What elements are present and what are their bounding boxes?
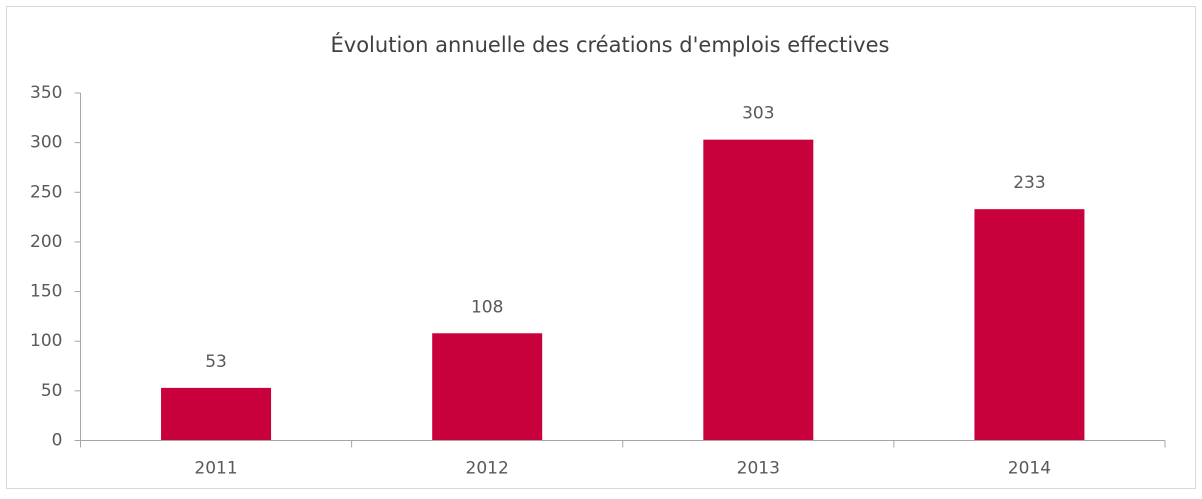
y-tick-label: 150 [30, 282, 62, 302]
y-tick-label: 250 [30, 182, 62, 202]
x-tick-label: 2013 [737, 459, 780, 479]
data-label: 233 [1013, 173, 1045, 193]
y-tick-label: 50 [41, 381, 63, 401]
data-label: 108 [471, 297, 503, 317]
bar [161, 387, 272, 441]
y-tick-label: 0 [52, 431, 63, 451]
chart-title: Évolution annuelle des créations d'emplo… [331, 32, 890, 57]
y-tick-label: 350 [30, 83, 62, 103]
y-tick-label: 200 [30, 232, 62, 252]
data-label: 53 [205, 352, 227, 372]
y-tick-label: 100 [30, 331, 62, 351]
x-tick-label: 2011 [194, 459, 237, 479]
x-tick-label: 2012 [466, 459, 509, 479]
bar [703, 139, 814, 441]
bar [974, 209, 1085, 441]
bar [432, 333, 543, 441]
x-tick-label: 2014 [1008, 459, 1051, 479]
y-tick-label: 300 [30, 133, 62, 153]
data-label: 303 [742, 104, 774, 124]
